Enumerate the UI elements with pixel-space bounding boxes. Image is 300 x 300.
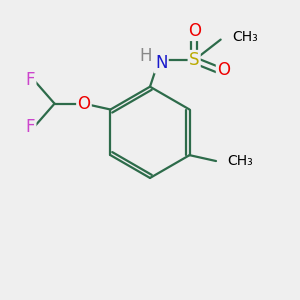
- Text: CH₃: CH₃: [227, 154, 253, 168]
- Text: F: F: [26, 118, 35, 136]
- Text: O: O: [77, 94, 91, 112]
- Text: F: F: [26, 71, 35, 89]
- Text: O: O: [217, 61, 230, 80]
- Text: CH₃: CH₃: [232, 30, 258, 44]
- Text: S: S: [189, 51, 200, 69]
- Text: H: H: [139, 47, 152, 65]
- Text: O: O: [188, 22, 201, 40]
- Text: N: N: [155, 54, 167, 72]
